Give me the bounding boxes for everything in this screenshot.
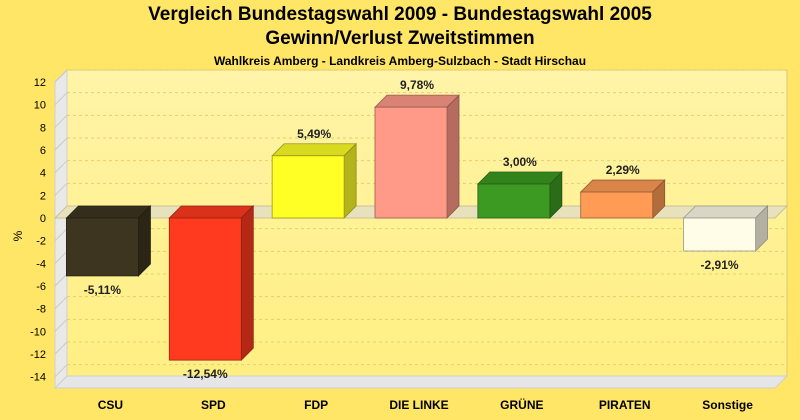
grid-line-side [54,92,68,106]
bar-top-face [65,205,152,219]
y-tick-label: -12 [30,349,46,361]
y-tick-label: 8 [40,122,46,134]
bar-front-face [580,191,654,219]
y-tick-label: 4 [40,168,46,180]
y-tick-label: 10 [34,100,46,112]
chart-subtitle: Gewinn/Verlust Zweitstimmen [265,28,535,49]
bar-top-face [271,143,358,157]
y-tick-label: 6 [40,145,46,157]
x-tick-label: SPD [201,398,226,412]
x-tick-label: Sonstige [702,398,753,412]
bar-side-face [446,94,460,219]
bar [65,205,152,277]
grid-line-side [54,250,68,264]
y-tick-label: -2 [36,236,46,248]
x-tick-label: FDP [304,398,328,412]
data-label: 2,29% [606,163,640,177]
bar-side-face [240,205,254,362]
bar [579,179,666,219]
grid-line-side [54,182,68,196]
bar-front-face [168,217,242,361]
bar-top-face [168,205,255,219]
chart-note: Wahlkreis Amberg - Landkreis Amberg-Sulz… [213,54,587,68]
grid-line-side [54,341,68,355]
bar [476,171,563,219]
data-label: -12,54% [183,367,228,381]
bar-top-face [579,179,666,193]
y-axis-label: % [11,230,25,241]
x-tick-label: PIRATEN [599,398,651,412]
data-label: 5,49% [297,127,331,141]
bar-front-face [477,183,551,219]
data-label: 3,00% [503,155,537,169]
x-tick-label: CSU [98,398,123,412]
bar [271,142,358,219]
bar-top-face [682,205,769,219]
grid-line-side [54,114,68,128]
grid-line-side [54,273,68,287]
bar-front-face [374,106,448,219]
y-tick-label: -10 [30,326,46,338]
grid-line-side [54,364,68,378]
y-tick-label: 0 [40,213,46,225]
y-tick-label: 2 [40,190,46,202]
bar-front-face [683,217,756,252]
data-label: 9,78% [400,78,434,92]
grid-line-side [54,69,68,83]
plot-floor [53,375,789,389]
bar-side-face [343,142,357,219]
grid-line-side [54,228,68,242]
y-tick-label: 12 [34,77,46,89]
data-label: -5,11% [84,283,122,297]
chart-title: Vergleich Bundestagswahl 2009 - Bundesta… [148,4,652,25]
bar-front-face [271,155,345,219]
grid-line-side [54,137,68,151]
grid-line-side [54,160,68,174]
bar-front-face [66,217,139,277]
y-tick-label: -6 [36,281,46,293]
x-tick-label: GRÜNE [500,397,543,412]
bar [374,94,460,219]
bar-side-face [138,205,151,277]
grid-line-side [54,318,68,332]
bar [682,205,769,252]
x-tick-label: DIE LINKE [389,398,448,412]
y-tick-label: -4 [36,258,46,270]
bar-top-face [476,171,563,185]
bar-top-face [374,94,460,108]
y-tick-label: -14 [30,372,46,384]
grid-line-side [54,296,68,310]
bar [168,205,255,362]
y-tick-label: -8 [36,304,46,316]
data-label: -2,91% [701,258,739,272]
